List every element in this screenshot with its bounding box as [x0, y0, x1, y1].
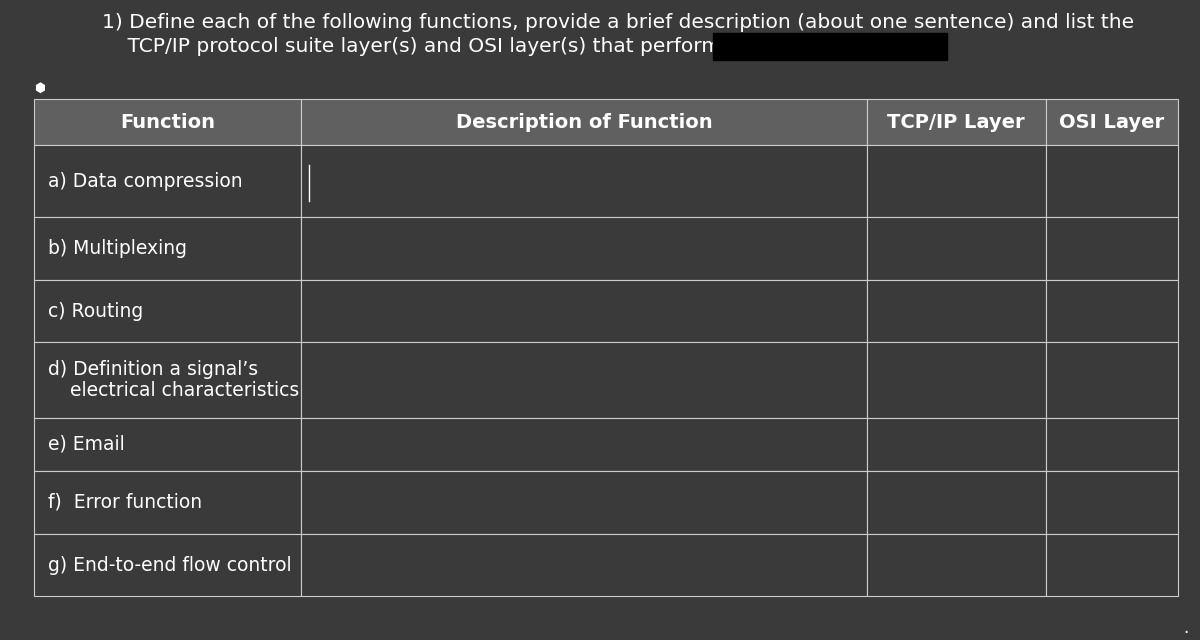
FancyBboxPatch shape	[34, 471, 301, 534]
FancyBboxPatch shape	[868, 145, 1045, 217]
Text: electrical characteristics: electrical characteristics	[70, 381, 299, 400]
FancyBboxPatch shape	[301, 471, 868, 534]
FancyBboxPatch shape	[713, 33, 947, 60]
FancyBboxPatch shape	[1045, 471, 1178, 534]
Text: d) Definition a signal’s: d) Definition a signal’s	[48, 360, 258, 379]
FancyBboxPatch shape	[34, 534, 301, 596]
FancyBboxPatch shape	[1045, 217, 1178, 280]
FancyBboxPatch shape	[34, 99, 301, 145]
FancyBboxPatch shape	[301, 217, 868, 280]
FancyBboxPatch shape	[1045, 342, 1178, 418]
Text: Description of Function: Description of Function	[456, 113, 713, 132]
Text: TCP/IP protocol suite layer(s) and OSI layer(s) that performs each one (: TCP/IP protocol suite layer(s) and OSI l…	[102, 37, 845, 56]
FancyBboxPatch shape	[868, 342, 1045, 418]
FancyBboxPatch shape	[868, 99, 1045, 145]
FancyBboxPatch shape	[34, 145, 301, 217]
Text: 1) Define each of the following functions, provide a brief description (about on: 1) Define each of the following function…	[102, 13, 1134, 32]
Text: OSI Layer: OSI Layer	[1060, 113, 1164, 132]
FancyBboxPatch shape	[1045, 145, 1178, 217]
FancyBboxPatch shape	[1045, 534, 1178, 596]
FancyBboxPatch shape	[301, 534, 868, 596]
FancyBboxPatch shape	[34, 280, 301, 342]
Text: c) Routing: c) Routing	[48, 301, 143, 321]
FancyBboxPatch shape	[34, 217, 301, 280]
Text: a) Data compression: a) Data compression	[48, 172, 242, 191]
Text: g) End-to-end flow control: g) End-to-end flow control	[48, 556, 292, 575]
FancyBboxPatch shape	[1045, 99, 1178, 145]
FancyBboxPatch shape	[301, 418, 868, 471]
FancyBboxPatch shape	[868, 471, 1045, 534]
FancyBboxPatch shape	[868, 217, 1045, 280]
FancyBboxPatch shape	[868, 418, 1045, 471]
FancyBboxPatch shape	[301, 280, 868, 342]
FancyBboxPatch shape	[301, 99, 868, 145]
FancyBboxPatch shape	[34, 418, 301, 471]
FancyBboxPatch shape	[34, 342, 301, 418]
Text: e) Email: e) Email	[48, 435, 125, 454]
FancyBboxPatch shape	[1045, 418, 1178, 471]
FancyBboxPatch shape	[1045, 280, 1178, 342]
FancyBboxPatch shape	[868, 534, 1045, 596]
Text: Function: Function	[120, 113, 215, 132]
FancyBboxPatch shape	[868, 280, 1045, 342]
Text: f)  Error function: f) Error function	[48, 493, 202, 512]
FancyBboxPatch shape	[301, 145, 868, 217]
Text: TCP/IP Layer: TCP/IP Layer	[888, 113, 1025, 132]
Text: ⬢: ⬢	[34, 82, 44, 95]
Text: b) Multiplexing: b) Multiplexing	[48, 239, 187, 258]
Text: .: .	[1183, 620, 1188, 637]
FancyBboxPatch shape	[301, 342, 868, 418]
